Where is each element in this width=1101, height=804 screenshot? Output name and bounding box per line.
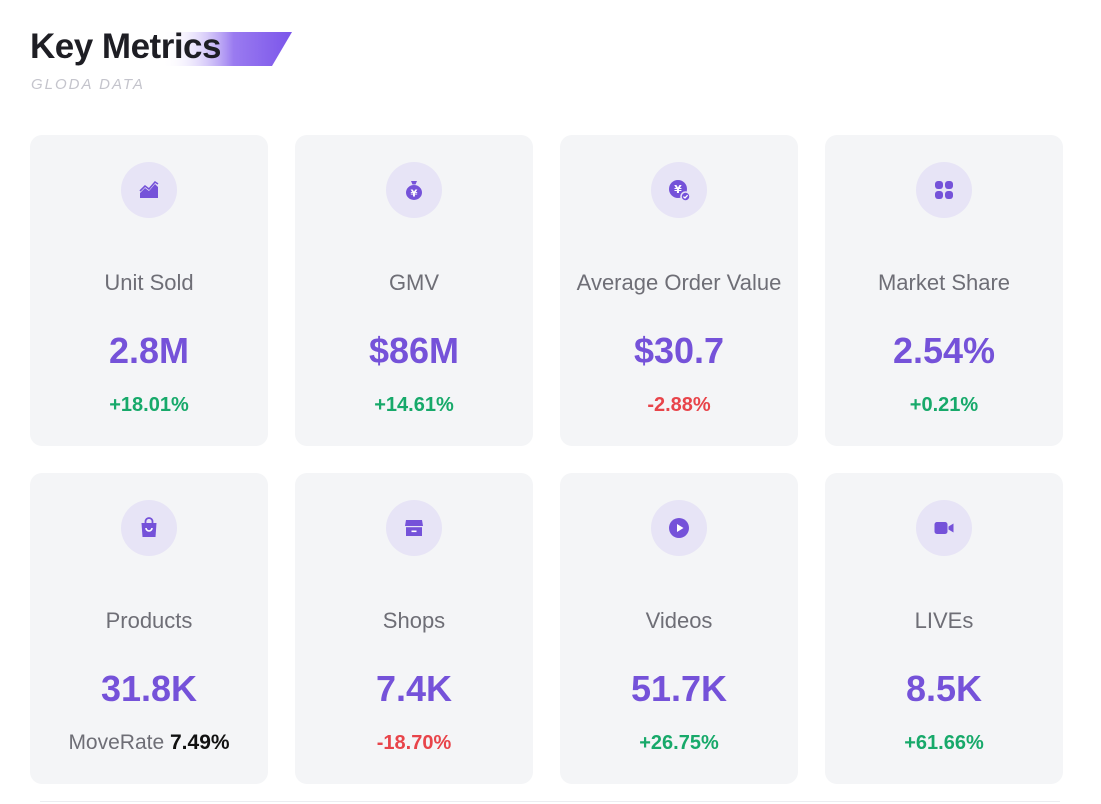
title-accent-decoration <box>162 32 292 66</box>
metric-change: +18.01% <box>109 394 189 416</box>
metric-value: $30.7 <box>633 330 725 371</box>
metric-change: +14.61% <box>374 394 454 416</box>
metric-change: +61.66% <box>904 732 984 754</box>
metric-card-lives: LIVEs 8.5K +61.66% <box>825 473 1063 784</box>
metric-label: Average Order Value <box>576 270 782 295</box>
moverate-text: MoveRate 7.49% <box>30 730 268 756</box>
chart-icon <box>121 162 177 218</box>
metric-change: -2.88% <box>647 394 711 416</box>
metric-change: +0.21% <box>909 394 979 416</box>
metric-value: 2.54% <box>892 330 996 371</box>
metric-change: +26.75% <box>639 732 719 754</box>
metric-label: Unit Sold <box>104 270 194 295</box>
page-title: Key Metrics <box>30 27 221 66</box>
metric-card-products: Products 31.8K MoveRate 7.49% <box>30 473 268 784</box>
grid-icon <box>916 162 972 218</box>
yen-coin-icon: ¥ <box>651 162 707 218</box>
metric-label: Products <box>105 608 193 633</box>
money-bag-icon: ¥ <box>386 162 442 218</box>
metric-value: 2.8M <box>108 330 190 371</box>
metric-change: -18.70% <box>376 732 452 754</box>
metric-value: 51.7K <box>630 668 728 709</box>
moverate-label: MoveRate <box>68 731 165 754</box>
shopping-bag-icon <box>121 500 177 556</box>
play-icon <box>651 500 707 556</box>
moverate-value: 7.49% <box>170 731 230 754</box>
metric-value: 8.5K <box>905 668 983 709</box>
metric-label: Shops <box>382 608 446 633</box>
metric-label: LIVEs <box>914 608 974 633</box>
metric-label: Videos <box>645 608 713 633</box>
svg-text:¥: ¥ <box>411 189 418 200</box>
metric-label: Market Share <box>877 270 1011 295</box>
metric-value: $86M <box>368 330 460 371</box>
metric-card-videos: Videos 51.7K +26.75% <box>560 473 798 784</box>
bottom-divider <box>40 801 1060 802</box>
svg-text:¥: ¥ <box>674 183 682 196</box>
metric-label: GMV <box>388 270 440 295</box>
store-icon <box>386 500 442 556</box>
page-subtitle: GLODA DATA <box>31 76 145 93</box>
video-camera-icon <box>916 500 972 556</box>
metric-card-market-share: Market Share 2.54% +0.21% <box>825 135 1063 446</box>
section-header: Key Metrics GLODA DATA <box>30 26 330 106</box>
metric-card-unit-sold: Unit Sold 2.8M +18.01% <box>30 135 268 446</box>
metric-value: 7.4K <box>375 668 453 709</box>
metric-card-gmv: ¥ GMV $86M +14.61% <box>295 135 533 446</box>
metric-value: 31.8K <box>100 668 198 709</box>
metric-card-shops: Shops 7.4K -18.70% <box>295 473 533 784</box>
metric-card-average-order-value: ¥ Average Order Value $30.7 -2.88% <box>560 135 798 446</box>
metrics-grid: Unit Sold 2.8M +18.01% ¥ GMV $86M +14.61… <box>30 135 1066 784</box>
